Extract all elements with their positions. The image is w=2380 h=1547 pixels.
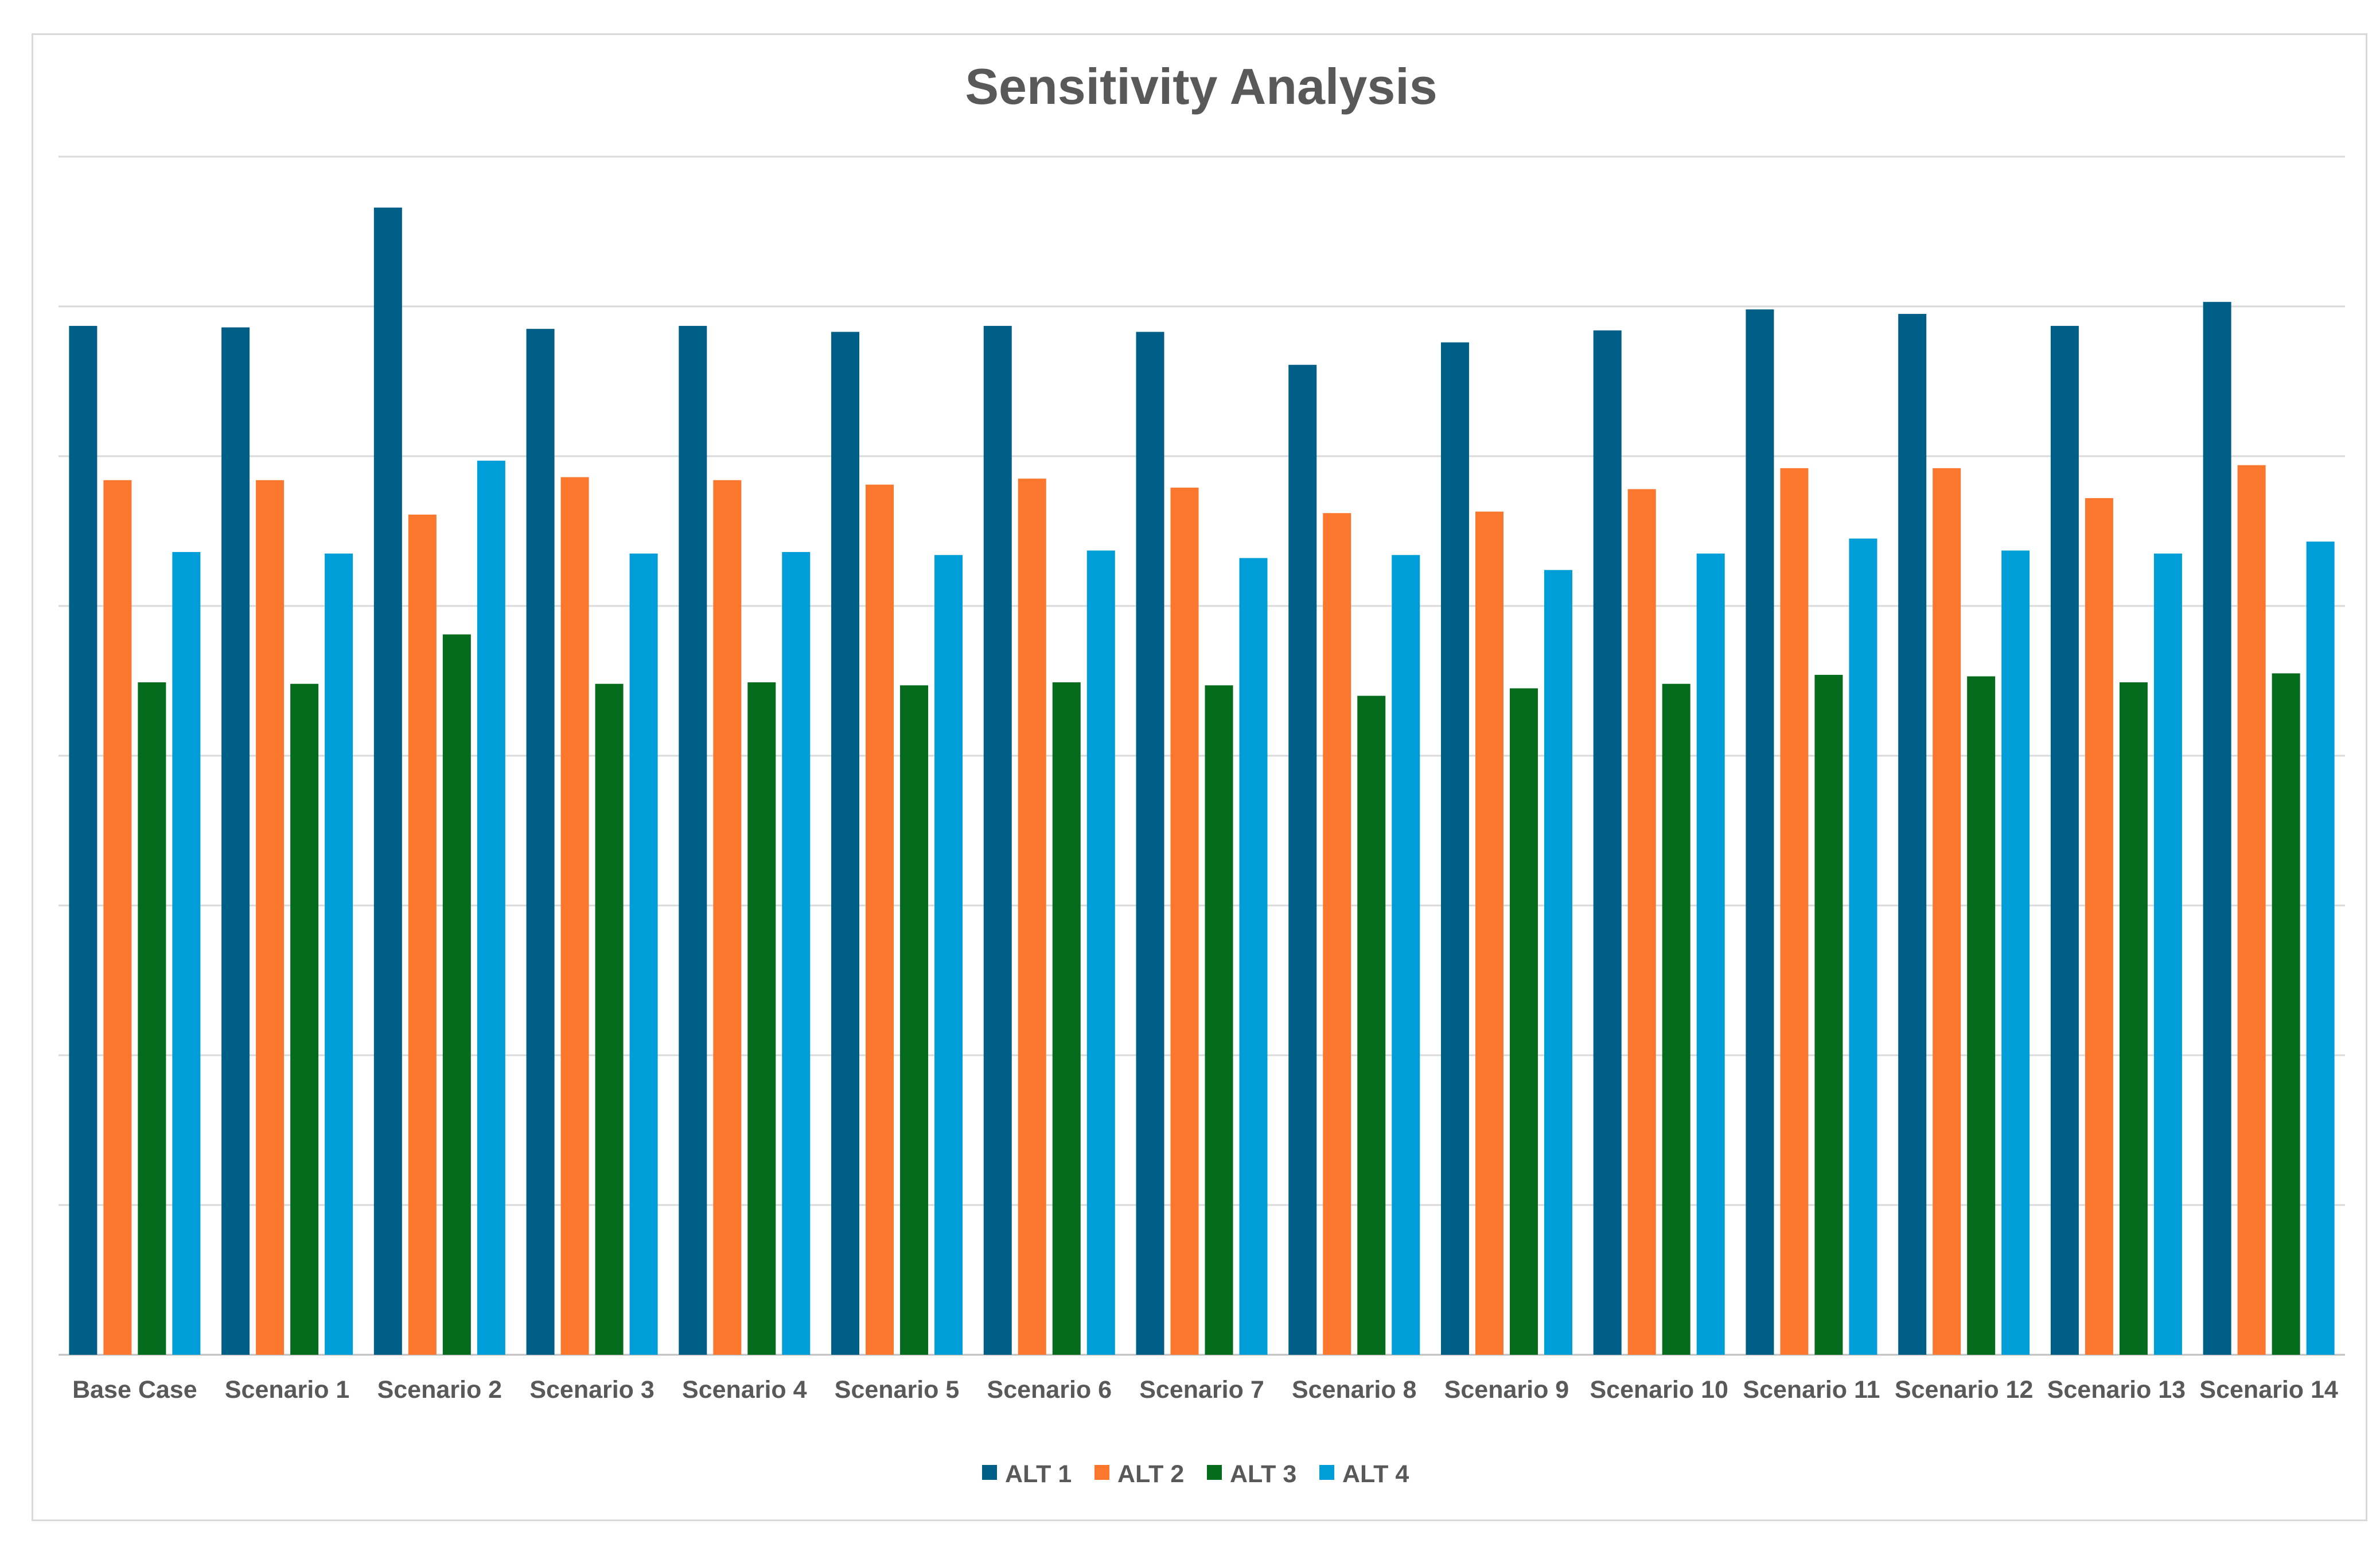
bar-alt-1-scenario-5	[831, 332, 860, 1355]
x-tick-label: Scenario 6	[987, 1376, 1112, 1404]
legend-label-alt-1: ALT 1	[1005, 1460, 1072, 1488]
legend: ALT 1 ALT 2 ALT 3 ALT 4	[982, 1460, 1409, 1488]
bar-alt-3-scenario-13	[2119, 682, 2148, 1355]
bar-alt-2-scenario-1	[256, 480, 285, 1355]
bar-alt-2-scenario-3	[560, 477, 589, 1355]
x-tick-label: Scenario 1	[225, 1376, 350, 1404]
x-tick-label: Scenario 2	[377, 1376, 503, 1404]
bar-alt-4-scenario-9	[1544, 570, 1572, 1355]
bar-alt-3-scenario-1	[290, 683, 319, 1355]
legend-swatch-alt-3	[1207, 1465, 1222, 1480]
bar-alt-1-scenario-8	[1288, 364, 1317, 1355]
bar-alt-3-scenario-12	[1967, 676, 1996, 1355]
bar-alt-1-scenario-10	[1593, 330, 1622, 1355]
bar-alt-1-scenario-7	[1136, 332, 1164, 1355]
bar-alt-4-scenario-1	[325, 553, 353, 1355]
bar-alt-3-scenario-3	[595, 683, 624, 1355]
bar-alt-1-base-case	[69, 325, 98, 1355]
bar-alt-4-scenario-5	[934, 555, 963, 1355]
bar-alt-1-scenario-1	[221, 327, 250, 1355]
x-tick-label: Scenario 5	[835, 1376, 960, 1404]
bar-alt-3-scenario-10	[1662, 683, 1690, 1355]
x-tick-label: Scenario 8	[1292, 1376, 1417, 1404]
bar-alt-4-scenario-7	[1239, 558, 1268, 1355]
bar-alt-3-base-case	[138, 682, 166, 1355]
bar-alt-3-scenario-7	[1205, 685, 1233, 1355]
legend-label-alt-3: ALT 3	[1230, 1460, 1296, 1488]
x-tick-label: Scenario 13	[2047, 1376, 2186, 1404]
legend-swatch-alt-1	[982, 1465, 997, 1480]
bar-alt-3-scenario-4	[747, 682, 776, 1355]
gridlines	[59, 156, 2345, 1356]
x-tick-label: Base Case	[72, 1376, 197, 1404]
x-tick-label: Scenario 11	[1743, 1376, 1880, 1404]
legend-swatch-alt-2	[1094, 1465, 1109, 1480]
bar-alt-2-scenario-13	[2085, 498, 2113, 1355]
x-tick-label: Scenario 4	[682, 1376, 807, 1404]
bar-alt-4-scenario-2	[477, 460, 505, 1355]
bar-alt-1-scenario-13	[2050, 325, 2079, 1355]
bar-alt-1-scenario-3	[526, 329, 555, 1355]
bar-alt-2-scenario-7	[1170, 487, 1199, 1355]
bar-alt-2-scenario-5	[866, 484, 894, 1355]
bar-alt-3-scenario-14	[2272, 673, 2300, 1355]
bar-alt-1-scenario-6	[983, 325, 1012, 1355]
bar-alt-4-scenario-3	[629, 553, 658, 1355]
chart-svg: Sensitivity Analysis Base Case Scenario 1…	[59, 58, 2345, 1488]
bar-alt-4-scenario-4	[782, 552, 811, 1355]
bar-alt-1-scenario-4	[679, 325, 707, 1355]
bar-alt-2-scenario-6	[1018, 479, 1046, 1355]
bars	[69, 207, 2335, 1355]
bar-alt-4-scenario-13	[2153, 553, 2182, 1355]
bar-alt-2-base-case	[103, 480, 132, 1355]
chart-frame: Sensitivity Analysis Base Case Scenario 1…	[32, 33, 2367, 1521]
legend-label-alt-2: ALT 2	[1117, 1460, 1184, 1488]
bar-alt-2-scenario-10	[1627, 489, 1656, 1355]
bar-alt-3-scenario-11	[1814, 675, 1843, 1355]
legend-swatch-alt-4	[1319, 1465, 1334, 1480]
x-tick-label: Scenario 3	[529, 1376, 655, 1404]
bar-alt-1-scenario-9	[1440, 342, 1469, 1355]
bar-alt-2-scenario-8	[1323, 513, 1351, 1355]
bar-alt-4-scenario-8	[1392, 555, 1420, 1355]
bar-alt-4-scenario-11	[1849, 538, 1877, 1355]
bar-alt-4-scenario-12	[2001, 550, 2030, 1355]
x-axis-ticks: Base Case Scenario 1 Scenario 2 Scenario 3 S…	[72, 1376, 2338, 1404]
bar-alt-1-scenario-11	[1746, 309, 1774, 1355]
x-tick-label: Scenario 9	[1444, 1376, 1569, 1404]
chart-title: Sensitivity Analysis	[965, 58, 1437, 115]
bar-alt-2-scenario-12	[1933, 468, 1961, 1355]
bar-alt-2-scenario-14	[2237, 465, 2266, 1355]
bar-alt-1-scenario-2	[373, 207, 402, 1355]
bar-alt-2-scenario-2	[408, 514, 437, 1355]
bar-alt-4-scenario-10	[1696, 553, 1725, 1355]
bar-alt-3-scenario-5	[900, 685, 929, 1355]
x-tick-label: Scenario 10	[1590, 1376, 1728, 1404]
bar-alt-4-base-case	[172, 552, 201, 1355]
x-tick-label: Scenario 7	[1139, 1376, 1264, 1404]
bar-alt-2-scenario-11	[1780, 468, 1809, 1355]
bar-alt-2-scenario-9	[1475, 511, 1503, 1355]
bar-alt-4-scenario-14	[2306, 541, 2335, 1355]
bar-alt-3-scenario-6	[1052, 682, 1081, 1355]
bar-alt-2-scenario-4	[713, 480, 742, 1355]
bar-alt-4-scenario-6	[1086, 550, 1115, 1355]
bar-alt-3-scenario-9	[1509, 688, 1538, 1355]
bar-alt-1-scenario-14	[2203, 302, 2231, 1355]
bar-alt-1-scenario-12	[1898, 314, 1927, 1355]
bar-alt-3-scenario-8	[1357, 695, 1386, 1355]
bar-alt-3-scenario-2	[442, 634, 471, 1355]
x-tick-label: Scenario 12	[1895, 1376, 2033, 1404]
legend-label-alt-4: ALT 4	[1342, 1460, 1409, 1488]
x-tick-label: Scenario 14	[2199, 1376, 2338, 1404]
